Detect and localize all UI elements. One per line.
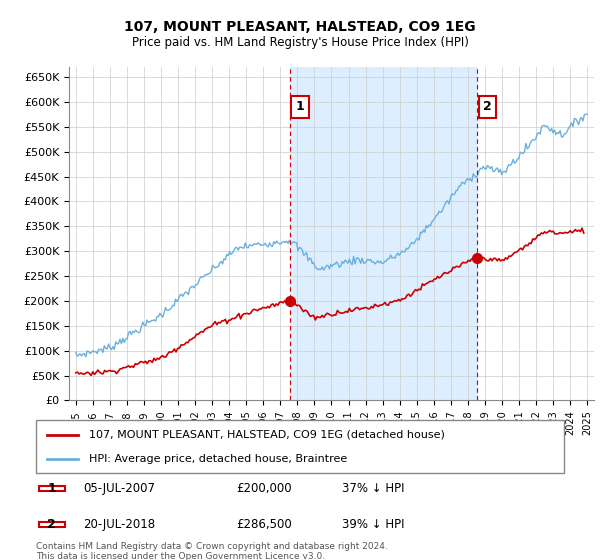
Text: 37% ↓ HPI: 37% ↓ HPI	[342, 482, 405, 495]
Text: 107, MOUNT PLEASANT, HALSTEAD, CO9 1EG: 107, MOUNT PLEASANT, HALSTEAD, CO9 1EG	[124, 20, 476, 34]
Text: 1: 1	[47, 482, 56, 495]
Text: Price paid vs. HM Land Registry's House Price Index (HPI): Price paid vs. HM Land Registry's House …	[131, 36, 469, 49]
FancyBboxPatch shape	[36, 420, 564, 473]
Text: HPI: Average price, detached house, Braintree: HPI: Average price, detached house, Brai…	[89, 454, 347, 464]
FancyBboxPatch shape	[38, 522, 65, 528]
FancyBboxPatch shape	[38, 486, 65, 491]
Text: Contains HM Land Registry data © Crown copyright and database right 2024.
This d: Contains HM Land Registry data © Crown c…	[36, 542, 388, 560]
Text: 39% ↓ HPI: 39% ↓ HPI	[342, 518, 405, 531]
Text: 107, MOUNT PLEASANT, HALSTEAD, CO9 1EG (detached house): 107, MOUNT PLEASANT, HALSTEAD, CO9 1EG (…	[89, 430, 445, 440]
Text: £200,000: £200,000	[236, 482, 292, 495]
Text: 05-JUL-2007: 05-JUL-2007	[83, 482, 155, 495]
Bar	[290, 67, 477, 400]
Text: 2: 2	[47, 518, 56, 531]
Text: £286,500: £286,500	[236, 518, 292, 531]
Text: 20-JUL-2018: 20-JUL-2018	[83, 518, 155, 531]
Text: 2: 2	[483, 100, 491, 114]
Text: 1: 1	[295, 100, 304, 114]
